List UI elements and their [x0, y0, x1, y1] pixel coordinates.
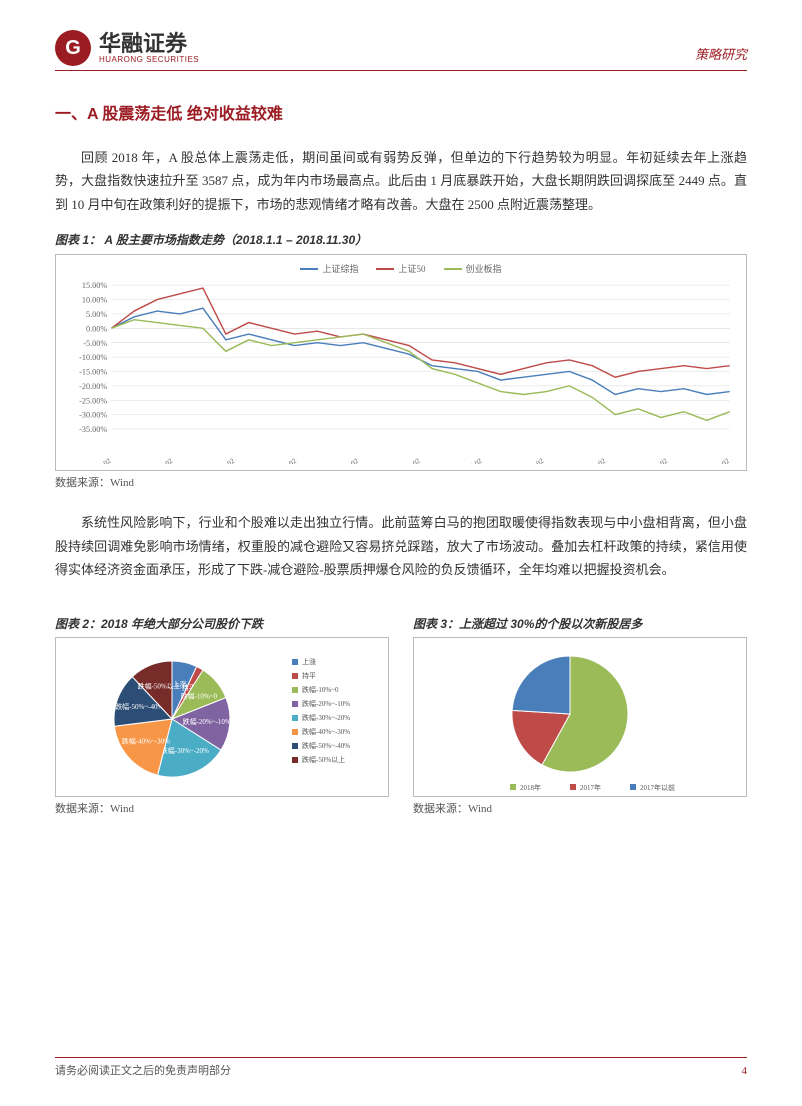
svg-text:10.00%: 10.00%	[82, 295, 107, 304]
svg-text:跌幅-30%~-20%: 跌幅-30%~-20%	[161, 746, 209, 755]
svg-text:-15.00%: -15.00%	[79, 367, 107, 376]
svg-text:2017年以前: 2017年以前	[640, 783, 675, 792]
logo: G 华融证券 HUARONG SECURITIES	[55, 30, 199, 66]
chart3-box: 2018年 2017年 2017年以前	[413, 637, 747, 797]
svg-text:5.00%: 5.00%	[86, 310, 107, 319]
para-1: 回顾 2018 年，A 股总体上震荡走低，期间虽间或有弱势反弹，但单边的下行趋势…	[55, 146, 747, 216]
header-category: 策略研究	[695, 43, 747, 66]
chart1-box: 上证综指上证50创业板指 15.00%10.00%5.00%0.00%-5.00…	[55, 254, 747, 471]
svg-text:2018-03-02: 2018-03-02	[204, 456, 236, 463]
chart3-svg: 2018年 2017年 2017年以前	[420, 644, 740, 794]
svg-text:-25.00%: -25.00%	[79, 396, 107, 405]
chart2-box: 上涨持平跌幅-10%~0跌幅-20%~-10%跌幅-30%~-20%跌幅-40%…	[55, 637, 389, 797]
svg-text:跌幅-50%以上: 跌幅-50%以上	[138, 681, 181, 690]
logo-icon: G	[55, 30, 91, 66]
svg-text:跌幅-20%~-10%: 跌幅-20%~-10%	[183, 717, 231, 726]
svg-text:跌幅-10%~0: 跌幅-10%~0	[181, 692, 218, 701]
svg-text:2018-07-02: 2018-07-02	[451, 456, 483, 463]
svg-text:0.00%: 0.00%	[86, 324, 107, 333]
page-number: 4	[742, 1062, 748, 1082]
svg-text:2018-11-02: 2018-11-02	[699, 456, 731, 463]
svg-text:跌幅-50%~-40%: 跌幅-50%~-40%	[115, 702, 163, 711]
svg-text:2018-02-02: 2018-02-02	[142, 456, 174, 463]
svg-text:2018-04-02: 2018-04-02	[266, 456, 298, 463]
svg-text:2017年: 2017年	[580, 783, 601, 792]
page-header: G 华融证券 HUARONG SECURITIES 策略研究	[55, 30, 747, 71]
svg-text:跌幅-40%~-30%: 跌幅-40%~-30%	[302, 727, 350, 736]
svg-text:2018-08-02: 2018-08-02	[513, 456, 545, 463]
section-title-1: 一、A 股震荡走低 绝对收益较难	[55, 101, 747, 130]
svg-text:跌幅-20%~-10%: 跌幅-20%~-10%	[302, 699, 350, 708]
svg-text:2018年: 2018年	[520, 783, 541, 792]
chart3-source: 数据来源：Wind	[413, 800, 747, 820]
chart3-title: 图表 3：上涨超过 30%的个股以次新股居多	[413, 614, 747, 636]
svg-text:跌幅-50%~-40%: 跌幅-50%~-40%	[302, 741, 350, 750]
logo-cn: 华融证券	[99, 32, 199, 56]
svg-text:持平: 持平	[302, 671, 316, 680]
svg-text:上涨: 上涨	[302, 657, 316, 666]
svg-text:-10.00%: -10.00%	[79, 353, 107, 362]
svg-text:2018-09-02: 2018-09-02	[575, 456, 607, 463]
svg-text:2018-05-02: 2018-05-02	[328, 456, 360, 463]
svg-text:跌幅-30%~-20%: 跌幅-30%~-20%	[302, 713, 350, 722]
para-2: 系统性风险影响下，行业和个股难以走出独立行情。此前蓝筹白马的抱团取暖使得指数表现…	[55, 511, 747, 581]
svg-text:2018-10-02: 2018-10-02	[637, 456, 669, 463]
svg-text:2018-01-02: 2018-01-02	[80, 456, 112, 463]
footer: 请务必阅读正文之后的免责声明部分 4	[55, 1057, 747, 1082]
svg-text:2018-06-02: 2018-06-02	[390, 456, 422, 463]
svg-text:-20.00%: -20.00%	[79, 382, 107, 391]
svg-text:-30.00%: -30.00%	[79, 410, 107, 419]
chart1-svg: 15.00% 10.00% 5.00% 0.00% -5.00% -10.00% -15.0…	[62, 279, 740, 464]
footer-disclaimer: 请务必阅读正文之后的免责声明部分	[55, 1062, 231, 1082]
svg-text:-35.00%: -35.00%	[79, 425, 107, 434]
chart2-source: 数据来源：Wind	[55, 800, 389, 820]
svg-text:跌幅-10%~0: 跌幅-10%~0	[302, 685, 339, 694]
chart1-title: 图表 1： A 股主要市场指数走势（2018.1.1 – 2018.11.30）	[55, 230, 747, 252]
chart1-source: 数据来源：Wind	[55, 474, 747, 494]
svg-text:15.00%: 15.00%	[82, 281, 107, 290]
chart2-title: 图表 2：2018 年绝大部分公司股价下跌	[55, 614, 389, 636]
svg-text:-5.00%: -5.00%	[83, 339, 107, 348]
svg-text:跌幅-40%~-30%: 跌幅-40%~-30%	[122, 737, 170, 746]
logo-en: HUARONG SECURITIES	[99, 56, 199, 65]
chart2-svg: 上涨持平跌幅-10%~0跌幅-20%~-10%跌幅-30%~-20%跌幅-40%…	[62, 644, 382, 794]
svg-text:跌幅-50%以上: 跌幅-50%以上	[302, 755, 345, 764]
